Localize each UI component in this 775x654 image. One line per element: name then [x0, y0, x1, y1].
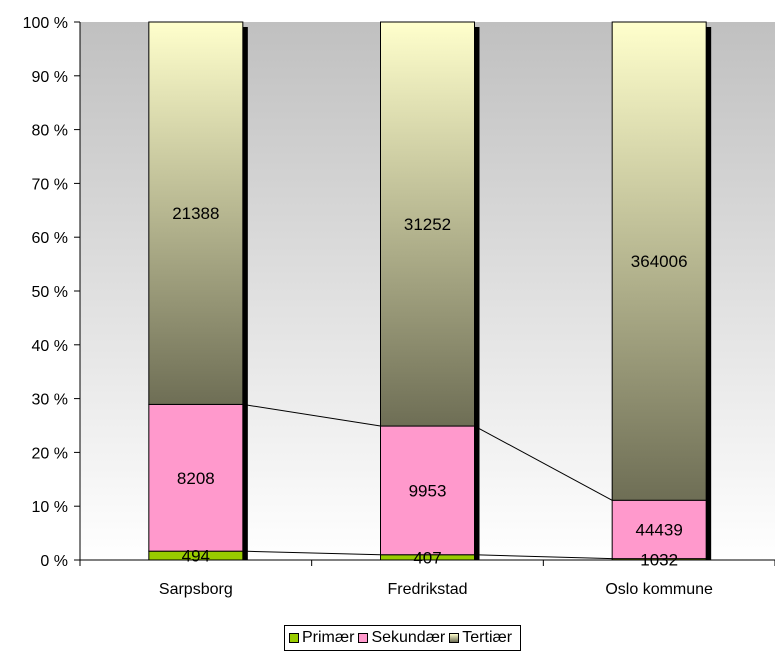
series-line [242, 403, 381, 427]
series-lines [242, 403, 613, 560]
bar-segment [611, 21, 707, 501]
x-tick-label: Sarpsborg [159, 581, 233, 598]
y-tick-label: 100 % [23, 15, 68, 32]
data-label: 31252 [404, 215, 451, 234]
legend-label-sekundaer: Sekundær [371, 629, 446, 646]
series-line [242, 550, 381, 556]
bar-segment [148, 403, 244, 552]
data-label: 9953 [409, 481, 447, 500]
data-label: 44439 [636, 520, 683, 539]
legend-item-tertiaer: Tertiær [449, 629, 512, 647]
y-tick-label: 30 % [32, 392, 68, 409]
y-axis-group: 0 % 10 % 20 % 30 % 40 % 50 % 60 % 70 % 80 % 90 % 1… [23, 15, 81, 570]
series-line [474, 425, 613, 501]
legend-swatch-primaer [289, 633, 299, 643]
bar-segment [611, 499, 707, 560]
legend-label-primaer: Primær [302, 629, 355, 646]
data-label: 407 [413, 548, 441, 567]
y-tick-label: 40 % [32, 338, 68, 355]
legend-label-tertiaer: Tertiær [462, 629, 513, 646]
legend-swatch-sekundaer [358, 633, 369, 643]
y-tick-label: 90 % [32, 69, 68, 86]
data-label: 494 [182, 547, 210, 566]
bars [148, 21, 707, 561]
x-axis-group: Sarpsborg Fredrikstad Oslo kommune [79, 559, 775, 598]
legend-item-sekundaer: Sekundær [358, 629, 445, 647]
y-tick-label: 80 % [32, 123, 68, 140]
bar-segment [148, 21, 244, 405]
y-tick-label: 20 % [32, 445, 68, 462]
series-line [474, 554, 613, 560]
data-label: 364006 [631, 252, 688, 271]
data-label: 8208 [177, 469, 215, 488]
y-tick-label: 0 % [40, 553, 68, 570]
x-tick-label: Oslo kommune [605, 581, 713, 598]
y-tick-label: 70 % [32, 176, 68, 193]
legend-item-primaer: Primær [289, 629, 354, 647]
y-tick-label: 10 % [32, 499, 68, 516]
bar-segment [380, 425, 475, 556]
x-tick-label: Fredrikstad [387, 581, 467, 598]
y-tick-label: 60 % [32, 230, 68, 247]
bar-segment [380, 21, 475, 427]
y-tick-label: 50 % [32, 284, 68, 301]
legend: Primær Sekundær Tertiær [284, 625, 522, 651]
legend-swatch-tertiaer [449, 633, 460, 643]
data-label: 21388 [172, 204, 219, 223]
